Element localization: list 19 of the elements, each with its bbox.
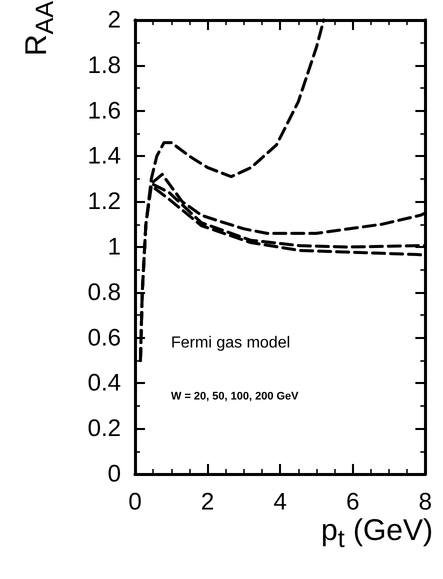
y-tick-label: 0.6	[88, 324, 121, 352]
y-tick-label: 0.8	[88, 278, 121, 306]
x-tick-label: 0	[128, 488, 142, 516]
y-tick-label: 1.8	[88, 52, 121, 79]
y-tick-label: 0	[108, 460, 121, 488]
x-tick-label: 2	[200, 488, 214, 516]
x-tick-label: 4	[273, 488, 287, 516]
x-tick-label: 6	[346, 488, 360, 516]
y-tick-label: 1.2	[88, 188, 121, 216]
annotation: Fermi gas model	[171, 334, 290, 352]
y-tick-label: 0.4	[88, 370, 121, 397]
y-tick-label: 2	[108, 6, 121, 34]
y-tick-label: 0.2	[88, 415, 121, 442]
annotation: W = 20, 50, 100, 200 GeV	[171, 390, 300, 402]
y-tick-label: 1.4	[88, 142, 121, 170]
y-tick-label: 1	[108, 234, 121, 260]
y-tick-label: 1.6	[88, 97, 121, 124]
x-axis-title: p$_{t}$ (GeV)	[321, 514, 433, 553]
x-tick-label: 8	[418, 488, 432, 516]
